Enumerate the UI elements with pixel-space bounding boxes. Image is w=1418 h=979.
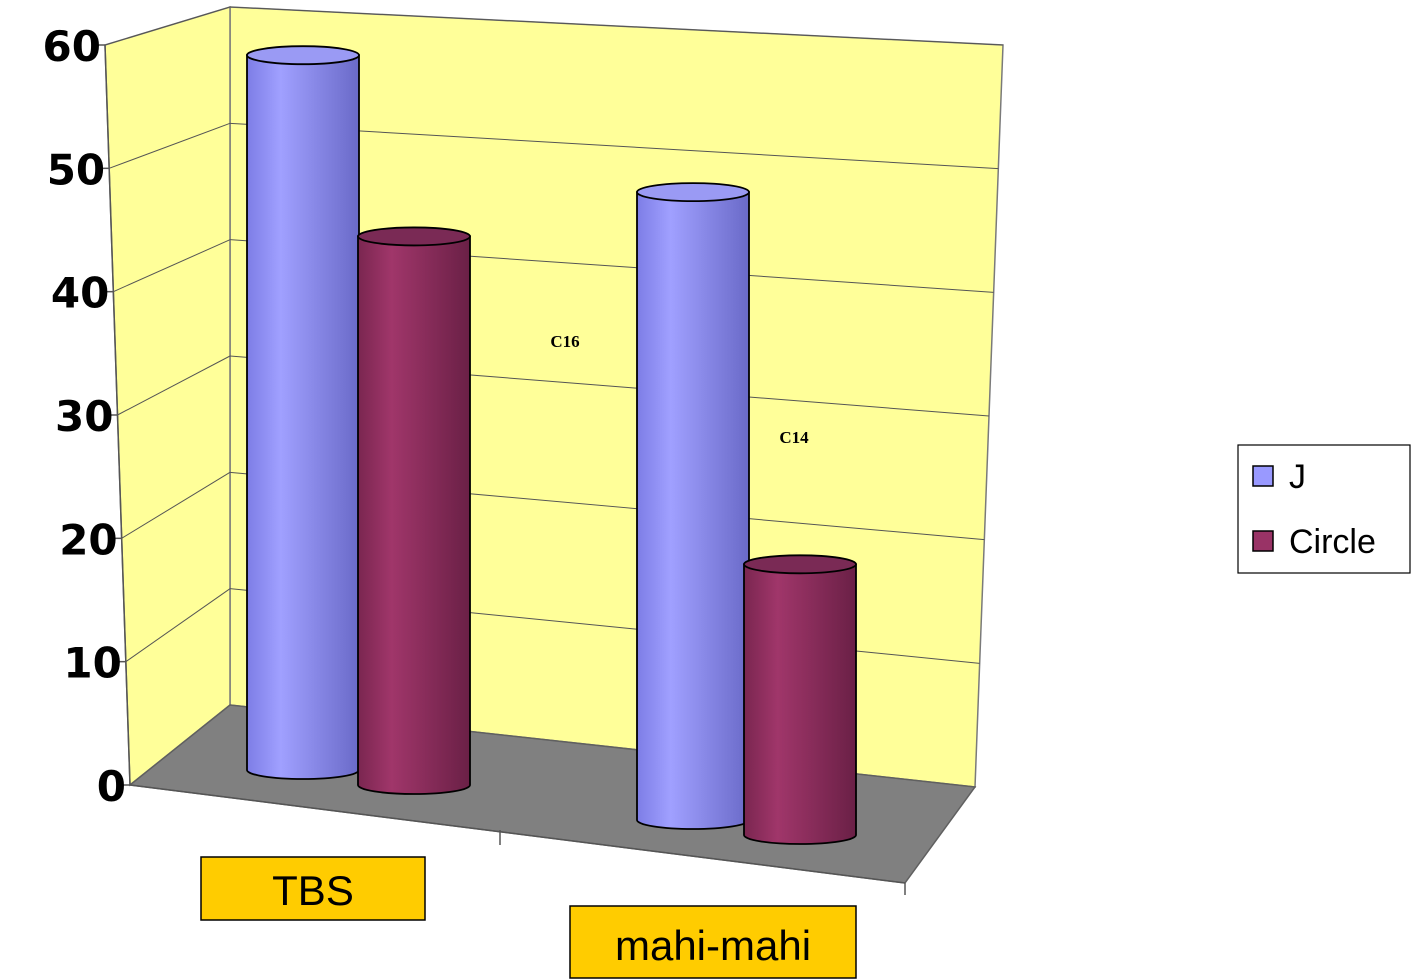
annotation-c14: C14	[779, 428, 809, 447]
axes	[95, 44, 906, 895]
plot-walls	[104, 5, 1004, 884]
side-wall	[104, 5, 231, 787]
bar-circle-mahi-mahi-body	[743, 563, 857, 845]
bar-circle-tbs-top	[357, 226, 471, 247]
bar-j-tbs-body	[246, 54, 360, 780]
y-tick-label: 20	[59, 515, 117, 564]
bar-circle-tbs	[357, 226, 471, 795]
gridline	[104, 6, 231, 46]
category-label-tbs: TBS	[200, 856, 426, 921]
legend-label-circle: Circle	[1289, 523, 1376, 561]
bar-j-mahi-mahi-top	[636, 182, 750, 203]
legend-label-j: J	[1289, 458, 1306, 496]
gridline	[113, 239, 231, 293]
y-tick-label: 40	[51, 269, 109, 318]
gridline	[121, 471, 231, 539]
legend: J Circle	[1237, 444, 1411, 574]
y-tick-label: 60	[43, 22, 101, 71]
category-label-text: TBS	[272, 867, 354, 914]
x-axis-line	[129, 784, 906, 884]
bar-j-tbs-top	[246, 45, 360, 66]
y-tick-label: 50	[47, 145, 105, 194]
bar-j-mahi-mahi-body	[636, 191, 750, 830]
gridline	[117, 355, 231, 416]
bar-circle-mahi-mahi	[743, 554, 857, 845]
category-label-mahi-mahi: mahi-mahi	[569, 905, 857, 979]
gridline	[108, 122, 231, 169]
bar-circle-mahi-mahi-top	[743, 554, 857, 575]
legend-swatch-j	[1252, 465, 1274, 487]
y-tick-label: 10	[63, 639, 121, 688]
category-label-box	[200, 856, 426, 921]
annotations: C16 C14	[550, 332, 809, 447]
category-label-text: mahi-mahi	[615, 922, 811, 969]
bar-j-tbs	[246, 45, 360, 780]
annotation-c16: C16	[550, 332, 579, 351]
y-tick-labels: 0 10 20 30 40 50 60	[43, 22, 126, 811]
bar-circle-tbs-body	[357, 235, 471, 795]
y-tick-label: 0	[97, 762, 126, 811]
bar-j-mahi-mahi	[636, 182, 750, 830]
gridline	[125, 588, 231, 663]
bars	[246, 45, 857, 845]
legend-swatch-circle	[1252, 530, 1274, 552]
gridline	[229, 6, 1004, 46]
y-tick-label: 30	[55, 392, 113, 441]
category-label-box	[569, 905, 857, 979]
category-labels: TBS mahi-mahi	[200, 856, 857, 979]
